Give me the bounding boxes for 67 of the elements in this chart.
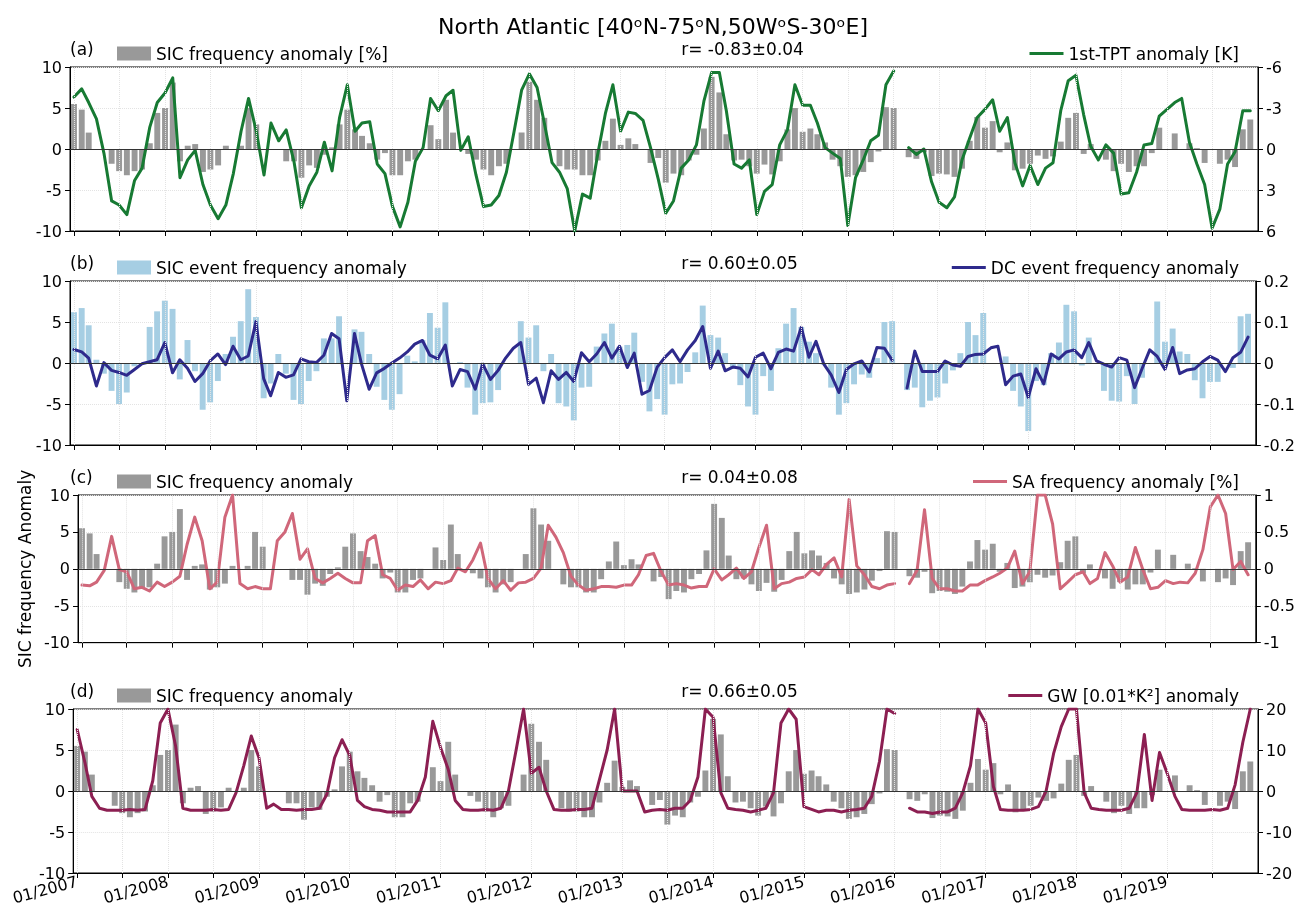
x-tick-label: 01/2019 [1100, 871, 1170, 908]
legend-label: DC event frequency anomaly [990, 257, 1240, 278]
y-tick-label: 10 [49, 485, 71, 505]
y-axis-title: SIC frequency Anomaly [14, 469, 35, 669]
y2-tick-label: 0.5 [1263, 522, 1290, 542]
y-tick-label: -5 [49, 822, 66, 842]
y-tick-label: 0 [59, 559, 71, 579]
y-tick-label: 5 [55, 740, 66, 760]
y-tick-label: -5 [46, 394, 62, 414]
y-tick-label: 5 [51, 312, 62, 332]
y2-tick-label: -0.1 [1263, 394, 1295, 414]
y-tick-label: -5 [46, 180, 62, 200]
y-tick-label: 5 [59, 522, 71, 542]
x-tick-label: 01/2014 [646, 871, 716, 908]
y2-tick-label: -0.2 [1263, 435, 1295, 455]
y2-tick-label: -3 [1266, 98, 1282, 118]
legend-label: SIC frequency anomaly [156, 685, 354, 706]
x-tick-label: 01/2018 [1009, 871, 1079, 908]
text: (a) [70, 38, 94, 59]
text: r= 0.66±0.05 [681, 680, 798, 701]
text: (b) [70, 252, 95, 273]
legend-label: GW [0.01*K²] anomaly [1047, 685, 1240, 706]
y2-tick-label: 0 [1266, 781, 1277, 801]
y2-tick-label: -1 [1263, 633, 1280, 653]
x-tick-label: 01/2011 [373, 871, 443, 908]
y-tick-label: -10 [35, 435, 62, 455]
y2-tick-label: 0.2 [1263, 271, 1290, 291]
y2-tick-label: 0 [1266, 139, 1277, 159]
text: r= 0.60±0.05 [681, 252, 798, 273]
x-tick-label: 01/2010 [283, 871, 353, 908]
legend-label: SIC frequency anomaly [156, 471, 354, 492]
x-tick-label: 01/2015 [737, 871, 807, 908]
y2-tick-label: -0.5 [1263, 596, 1295, 616]
chart-title: North Atlantic [40ᵒN-75ᵒN,50WᵒS-30ᵒE] [437, 13, 869, 39]
legend-label: SA frequency anomaly [%] [1012, 471, 1240, 492]
y-tick-label: 10 [44, 699, 66, 719]
y-tick-label: 5 [51, 98, 62, 118]
text: (d) [70, 680, 95, 701]
y-tick-label: 0 [51, 353, 62, 373]
y2-tick-label: 0 [1263, 353, 1274, 373]
y-tick-label: -10 [43, 633, 71, 653]
y2-tick-label: -20 [1266, 863, 1293, 883]
y2-tick-label: 3 [1266, 180, 1277, 200]
y-tick-label: -5 [54, 596, 71, 616]
y2-tick-label: 1 [1263, 485, 1274, 505]
y2-tick-label: 0.1 [1263, 312, 1290, 332]
y-tick-label: -10 [35, 221, 62, 241]
text: r= -0.83±0.04 [681, 38, 804, 59]
y2-tick-label: 10 [1266, 740, 1287, 760]
y2-tick-label: 20 [1266, 699, 1287, 719]
y-tick-label: 10 [41, 271, 62, 291]
text: (c) [70, 466, 93, 487]
x-tick-label: 01/2009 [192, 871, 262, 908]
y2-tick-label: 6 [1266, 221, 1277, 241]
legend-label: SIC event frequency anomaly [156, 257, 407, 278]
legend-label: 1st-TPT anomaly [K] [1068, 43, 1240, 64]
y2-tick-label: 0 [1263, 559, 1274, 579]
text: r= 0.04±0.08 [681, 466, 798, 487]
x-tick-label: 01/2012 [464, 871, 534, 908]
y-tick-label: 0 [51, 139, 62, 159]
y-tick-label: 0 [55, 781, 66, 801]
y-tick-label: 10 [41, 57, 62, 77]
x-tick-label: 01/2008 [101, 871, 171, 908]
y2-tick-label: -6 [1266, 57, 1282, 77]
x-tick-label: 01/2013 [555, 871, 625, 908]
y2-tick-label: -10 [1266, 822, 1293, 842]
legend-label: SIC frequency anomaly [%] [156, 43, 388, 64]
